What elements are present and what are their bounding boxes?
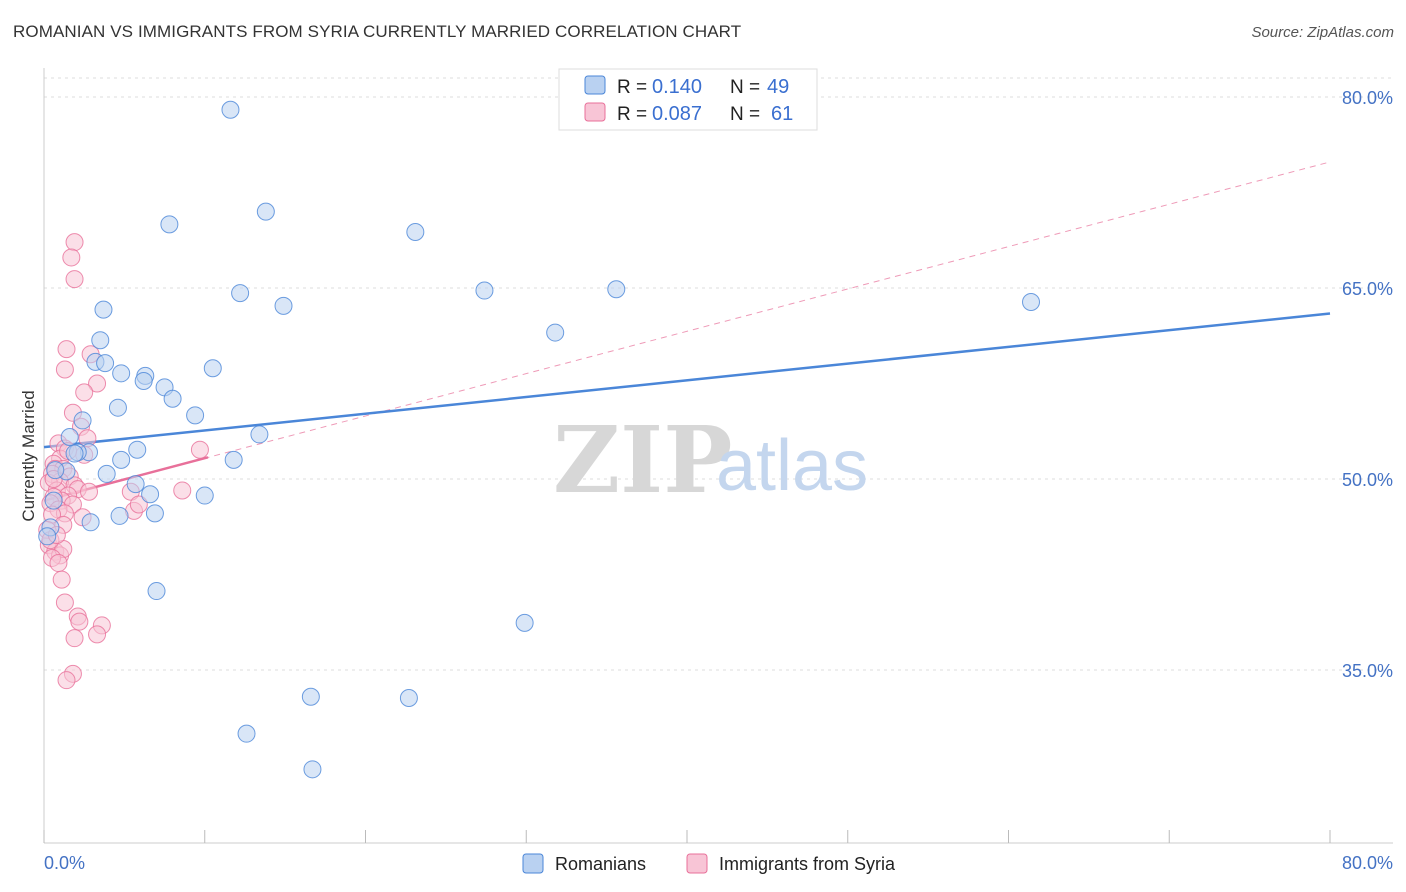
- data-point-syria: [75, 383, 94, 402]
- data-point-syria: [173, 481, 192, 500]
- data-point-romanians: [112, 450, 131, 469]
- bottom-legend-swatch-romanians: [522, 853, 544, 874]
- data-point-romanians: [44, 491, 63, 510]
- data-point-romanians: [303, 760, 322, 779]
- data-point-romanians: [94, 300, 113, 319]
- y-tick-label: 65.0%: [1342, 279, 1393, 299]
- x-tick-label-min: 0.0%: [44, 853, 85, 873]
- data-point-romanians: [203, 359, 222, 378]
- legend-r-value-syria: 0.087: [652, 103, 702, 125]
- data-point-romanians: [406, 222, 425, 241]
- data-point-romanians: [256, 202, 275, 221]
- data-point-romanians: [221, 100, 240, 119]
- data-point-romanians: [96, 354, 115, 373]
- watermark: ZIP atlas: [553, 406, 868, 514]
- legend-n-value-romanians: 49: [767, 76, 789, 98]
- y-tick-label: 50.0%: [1342, 470, 1393, 490]
- data-point-syria: [57, 340, 76, 359]
- y-tick-label: 80.0%: [1342, 88, 1393, 108]
- x-ticks: [43, 830, 1331, 843]
- data-point-syria: [57, 671, 76, 690]
- data-point-syria: [62, 248, 81, 267]
- data-point-romanians: [607, 280, 626, 299]
- data-point-romanians: [60, 427, 79, 446]
- series-romanians: [38, 100, 1041, 779]
- data-point-romanians: [237, 724, 256, 743]
- data-point-syria: [88, 374, 107, 393]
- data-point-syria: [80, 482, 99, 501]
- trend-line-syria-extended: [43, 161, 1331, 502]
- data-point-romanians: [91, 331, 110, 350]
- chart-source: Source: ZipAtlas.com: [1251, 24, 1394, 41]
- data-point-romanians: [195, 486, 214, 505]
- data-point-romanians: [1022, 293, 1041, 312]
- x-tick-label-max: 80.0%: [1342, 853, 1393, 873]
- data-point-romanians: [147, 582, 166, 601]
- legend-r-label-romanians: R =: [617, 77, 647, 98]
- watermark-atlas: atlas: [716, 426, 868, 506]
- data-point-romanians: [126, 475, 145, 494]
- data-point-syria: [65, 629, 84, 648]
- legend: R = 0.140 N = 49 R = 0.087 N = 61: [558, 68, 818, 131]
- data-point-syria: [88, 625, 107, 644]
- gridlines: [44, 77, 1393, 671]
- data-point-romanians: [112, 364, 131, 383]
- data-point-syria: [129, 495, 148, 514]
- data-point-romanians: [81, 513, 100, 532]
- data-point-syria: [65, 233, 84, 252]
- data-point-romanians: [141, 485, 160, 504]
- data-point-romanians: [160, 215, 179, 234]
- axes: [43, 68, 1393, 844]
- data-point-romanians: [546, 323, 565, 342]
- bottom-legend: Romanians Immigrants from Syria: [522, 853, 896, 874]
- legend-r-label-syria: R =: [617, 104, 647, 125]
- data-point-syria: [55, 360, 74, 379]
- trend-line-romanians: [43, 312, 1331, 449]
- data-point-romanians: [65, 444, 84, 463]
- data-point-romanians: [186, 406, 205, 425]
- data-point-romanians: [108, 398, 127, 417]
- data-point-romanians: [274, 296, 293, 315]
- data-point-syria: [49, 554, 68, 573]
- bottom-legend-swatch-syria: [686, 853, 708, 874]
- data-point-syria: [70, 612, 89, 631]
- legend-r-value-romanians: 0.140: [652, 76, 702, 98]
- legend-swatch-romanians: [584, 75, 606, 95]
- legend-swatch-syria: [584, 102, 606, 122]
- data-point-romanians: [97, 464, 116, 483]
- data-point-syria: [65, 270, 84, 289]
- y-axis-title: Currently Married: [19, 390, 38, 521]
- legend-n-label-romanians: N =: [730, 77, 760, 98]
- watermark-zip: ZIP: [553, 406, 732, 514]
- data-point-romanians: [231, 284, 250, 303]
- data-point-romanians: [145, 504, 164, 523]
- data-point-romanians: [399, 689, 418, 708]
- data-point-romanians: [73, 411, 92, 430]
- data-point-romanians: [110, 506, 129, 525]
- data-point-romanians: [134, 371, 153, 390]
- chart-title: ROMANIAN VS IMMIGRANTS FROM SYRIA CURREN…: [13, 22, 742, 41]
- bottom-legend-label-romanians: Romanians: [555, 854, 646, 874]
- data-point-romanians: [163, 389, 182, 408]
- data-point-romanians: [46, 461, 65, 480]
- y-tick-label: 35.0%: [1342, 661, 1393, 681]
- data-point-romanians: [301, 687, 320, 706]
- legend-n-value-syria: 61: [771, 103, 793, 125]
- data-point-syria: [52, 570, 71, 589]
- bottom-legend-label-syria: Immigrants from Syria: [719, 854, 896, 874]
- data-point-romanians: [250, 425, 269, 444]
- y-tick-labels: 35.0% 50.0% 65.0% 80.0%: [1342, 88, 1393, 681]
- data-point-romanians: [515, 613, 534, 632]
- data-point-syria: [55, 593, 74, 612]
- legend-n-label-syria: N =: [730, 104, 760, 125]
- data-point-romanians: [38, 527, 57, 546]
- data-point-romanians: [475, 281, 494, 300]
- data-point-syria: [190, 440, 209, 459]
- data-point-romanians: [224, 450, 243, 469]
- data-point-romanians: [128, 440, 147, 459]
